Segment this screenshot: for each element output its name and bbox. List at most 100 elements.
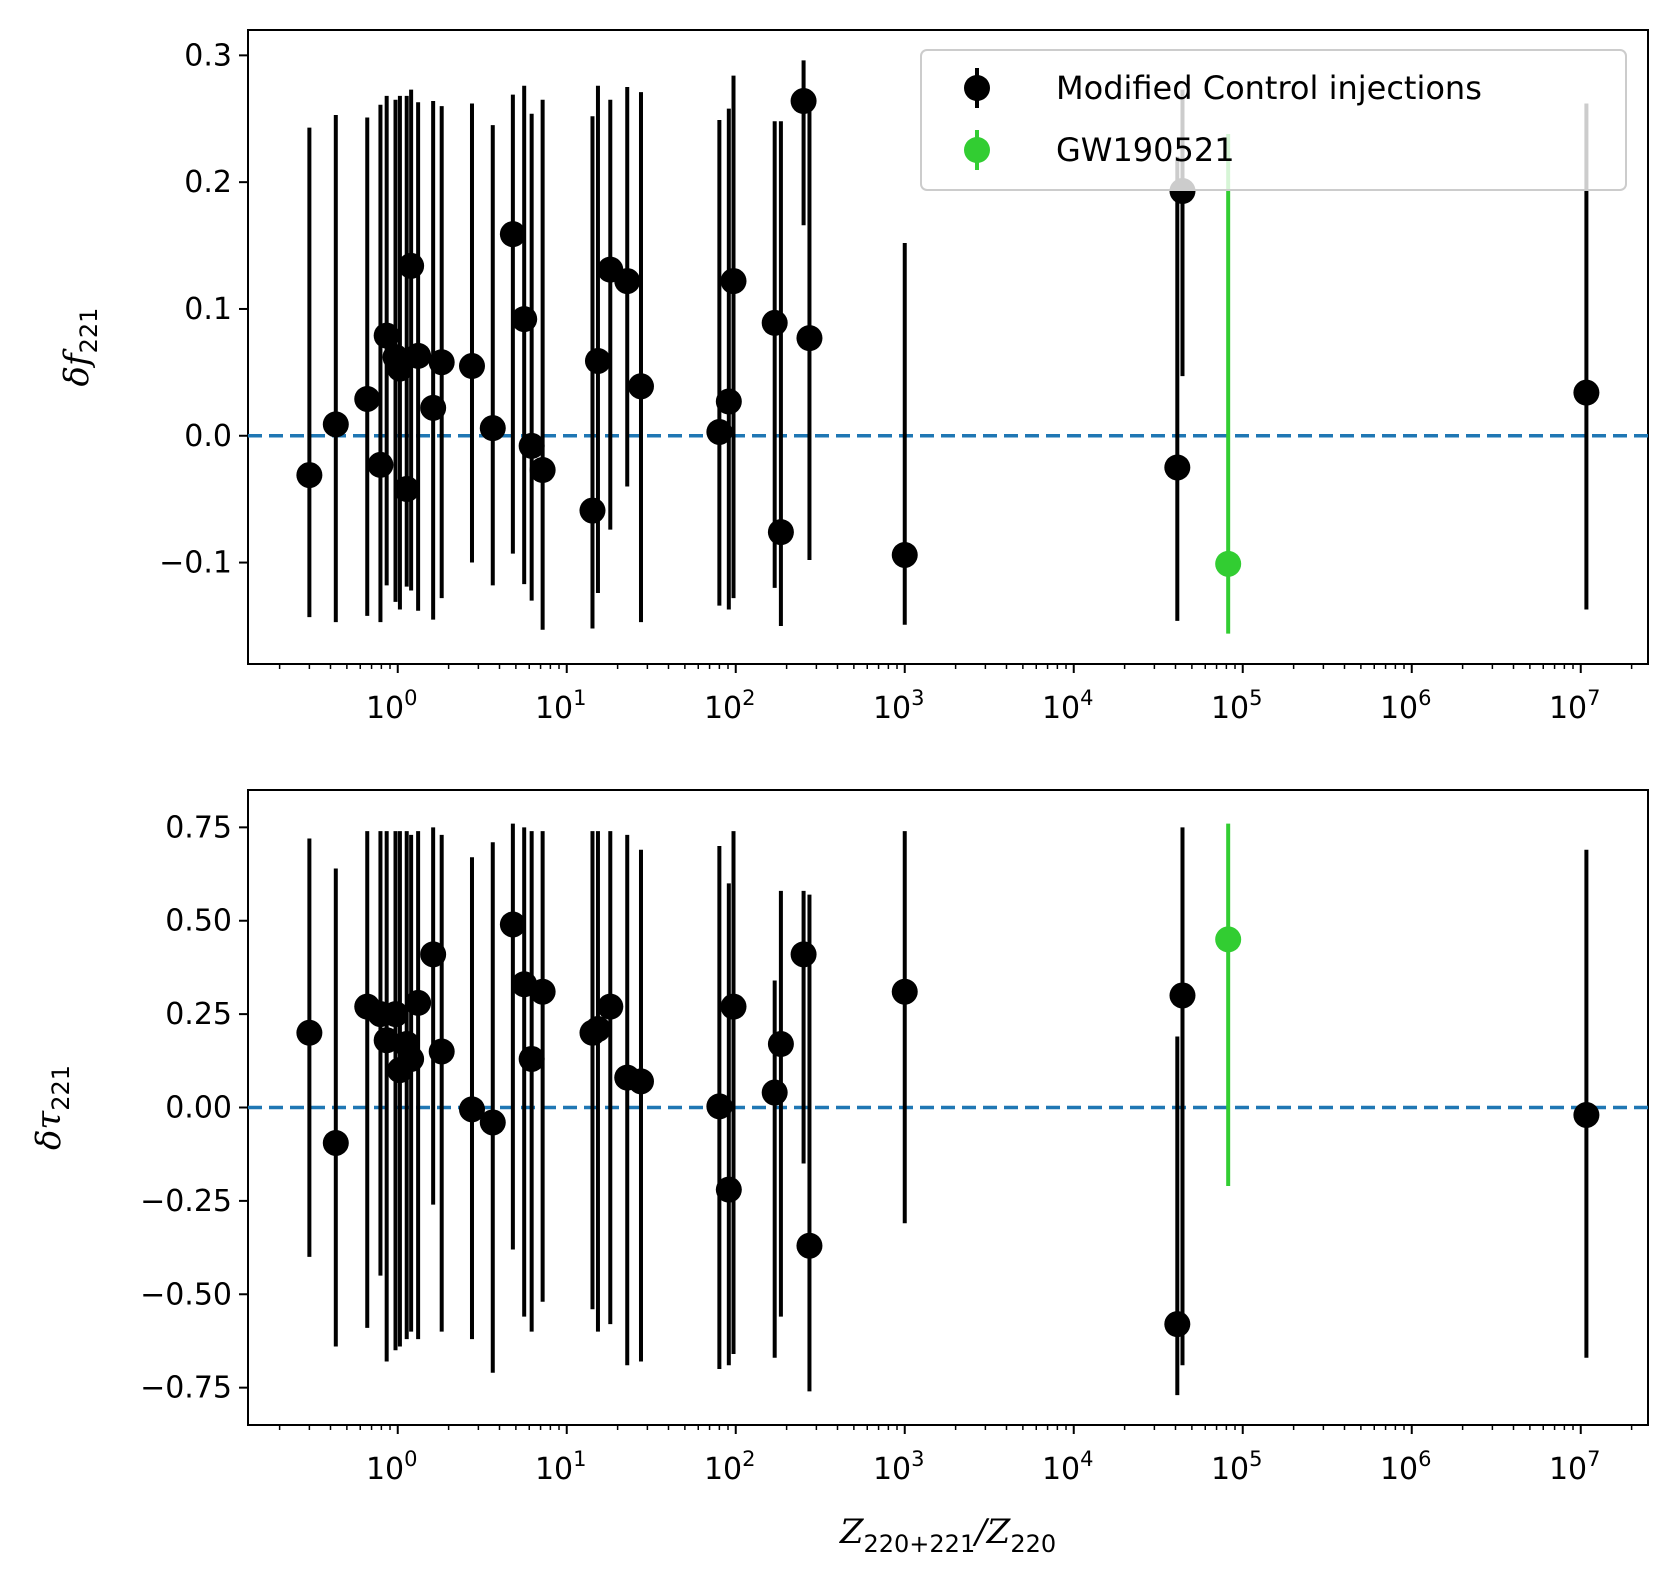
data-point (720, 993, 747, 1020)
y-tick-label: 0.25 (165, 997, 232, 1032)
legend-box (920, 49, 1627, 191)
data-point (627, 373, 654, 400)
data-point (393, 476, 420, 503)
data-point (428, 1038, 455, 1065)
data-point (796, 325, 823, 352)
y-tick-label: −0.50 (140, 1277, 232, 1312)
data-point (1573, 1101, 1600, 1128)
data-point (720, 268, 747, 295)
x-tick-label: 106 (1380, 1447, 1432, 1487)
x-tick-label: 107 (1549, 1447, 1601, 1487)
data-point (499, 911, 526, 938)
data-point (715, 1176, 742, 1203)
panel-delta-f221: −0.1 0.0 0.1 0.2 0.3 100 101 102 103 104 105 106 107… (57, 29, 1649, 726)
x-tick-label: 103 (873, 686, 925, 726)
data-point (373, 1027, 400, 1054)
x-tick-label: 106 (1380, 686, 1432, 726)
data-point (706, 1093, 733, 1120)
data-point (428, 349, 455, 376)
data-point (1164, 1311, 1191, 1338)
series-gw190521 (1215, 823, 1242, 1186)
data-point (761, 1079, 788, 1106)
data-point (891, 541, 918, 568)
series-gw190521 (1215, 133, 1242, 634)
data-point (511, 306, 538, 333)
legend-marker (964, 75, 990, 101)
data-point (891, 978, 918, 1005)
x-tick-label: 100 (366, 1447, 418, 1487)
x-tick-label: 107 (1549, 686, 1601, 726)
data-point (584, 1016, 611, 1043)
y-tick-label: 0.1 (184, 292, 232, 327)
data-point (386, 355, 413, 382)
y-tick-label: 0.50 (165, 904, 232, 939)
data-point (479, 1109, 506, 1136)
data-point (518, 1045, 545, 1072)
data-point (761, 309, 788, 336)
data-point (420, 394, 447, 421)
x-tick-label: 105 (1211, 686, 1263, 726)
data-point (597, 993, 624, 1020)
series-modified-control-injections (296, 60, 1600, 630)
data-point (458, 353, 485, 380)
x-tick-label: 104 (1042, 1447, 1094, 1487)
legend-label: Modified Control injections (1056, 69, 1482, 107)
x-tick-label: 105 (1211, 1447, 1263, 1487)
x-axis-title: Z220+221/Z220 (839, 1512, 1056, 1558)
y-tick-label: −0.75 (140, 1371, 232, 1406)
y-axis-title: δf221 (57, 308, 103, 387)
y-tick-label: −0.25 (140, 1184, 232, 1219)
data-point (518, 432, 545, 459)
data-point (479, 415, 506, 442)
panel-delta-tau221: −0.75 −0.50 −0.25 0.00 0.25 0.50 0.75 100 101 102… (29, 789, 1649, 1558)
data-point (296, 462, 323, 489)
data-point (614, 268, 641, 295)
series-modified-control-injections (296, 823, 1600, 1396)
x-tick-label: 102 (704, 686, 756, 726)
legend: Modified Control injections GW190521 (920, 49, 1627, 191)
data-point (1215, 550, 1242, 577)
x-tick-label: 100 (366, 686, 418, 726)
data-point (322, 1129, 349, 1156)
data-point (767, 1031, 794, 1057)
data-point (529, 456, 556, 483)
data-point (398, 252, 425, 279)
data-point (1573, 379, 1600, 406)
data-point (529, 978, 556, 1005)
y-tick-label: 0.2 (184, 165, 232, 200)
data-point (1169, 982, 1196, 1009)
plot-frame (247, 29, 1649, 665)
data-point (706, 418, 733, 445)
y-tick-label: 0.0 (184, 419, 232, 454)
data-point (322, 411, 349, 438)
x-tick-label: 103 (873, 1447, 925, 1487)
data-point (458, 1096, 485, 1123)
y-tick-label: 0.75 (165, 810, 232, 845)
data-point (796, 1232, 823, 1259)
data-point (367, 451, 394, 478)
y-axis-title: δτ221 (29, 1065, 75, 1150)
x-tick-label: 104 (1042, 686, 1094, 726)
x-tick-label: 101 (535, 686, 587, 726)
data-point (767, 519, 794, 546)
legend-label: GW190521 (1056, 131, 1235, 169)
data-point (715, 388, 742, 415)
x-tick-label: 102 (704, 1447, 756, 1487)
data-point (1164, 454, 1191, 481)
legend-marker (964, 137, 990, 163)
data-point (405, 989, 432, 1016)
data-point (420, 941, 447, 968)
data-point (499, 221, 526, 248)
data-point (627, 1068, 654, 1095)
data-point (405, 342, 432, 369)
data-point (373, 322, 400, 349)
y-tick-label: 0.3 (184, 38, 232, 73)
x-tick-label: 101 (535, 1447, 587, 1487)
y-tick-label: −0.1 (159, 546, 232, 581)
y-tick-label: 0.00 (165, 1091, 232, 1126)
data-point (382, 1001, 409, 1028)
data-point (398, 1045, 425, 1072)
data-point (790, 941, 817, 968)
data-point (354, 385, 381, 412)
data-point (1215, 926, 1242, 953)
